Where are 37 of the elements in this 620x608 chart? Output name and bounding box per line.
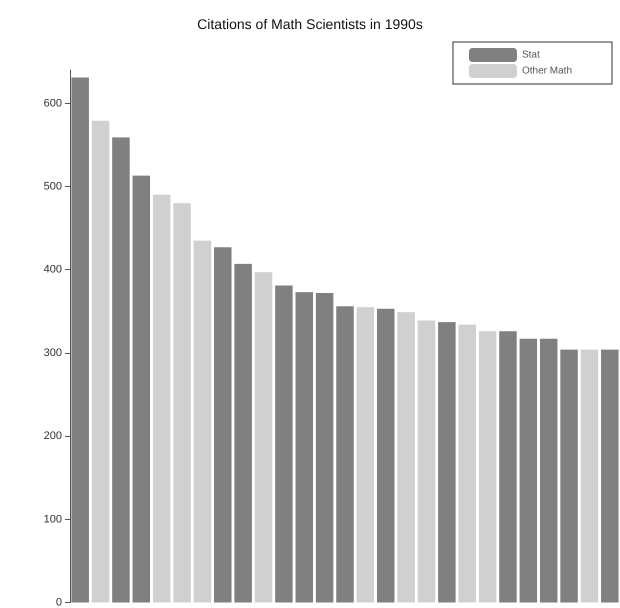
bar (234, 264, 252, 602)
bar (520, 338, 538, 602)
bar (499, 331, 517, 602)
bar (540, 338, 558, 602)
y-tick-label: 400 (44, 264, 62, 276)
bar (316, 292, 334, 602)
bar (275, 285, 293, 602)
bar (214, 247, 232, 602)
bar (194, 240, 212, 602)
bar (112, 137, 130, 602)
bar (478, 331, 496, 602)
y-tick-label: 500 (44, 180, 62, 192)
bar (92, 120, 110, 602)
legend-label: Other Math (522, 66, 572, 76)
y-tick-label: 200 (44, 430, 62, 442)
bar (397, 312, 415, 602)
y-tick-label: 100 (44, 513, 62, 526)
legend-label: Stat (522, 50, 540, 60)
bar (438, 322, 456, 602)
bar (336, 306, 354, 602)
bar (560, 350, 578, 602)
bar (601, 350, 619, 602)
y-tick-label: 300 (44, 346, 62, 359)
bar (296, 292, 314, 602)
bar (132, 176, 150, 602)
bar (418, 320, 436, 602)
bar (152, 194, 170, 602)
bar (173, 203, 191, 602)
bar (376, 308, 394, 602)
bar (580, 350, 598, 602)
bar (356, 307, 374, 602)
y-tick-label: 600 (44, 97, 62, 110)
y-tick-label: 0 (56, 596, 62, 608)
chart-title: Citations of Math Scientists in 1990s (197, 16, 423, 32)
bar (458, 324, 476, 602)
bar (254, 272, 272, 602)
bar (71, 77, 89, 602)
